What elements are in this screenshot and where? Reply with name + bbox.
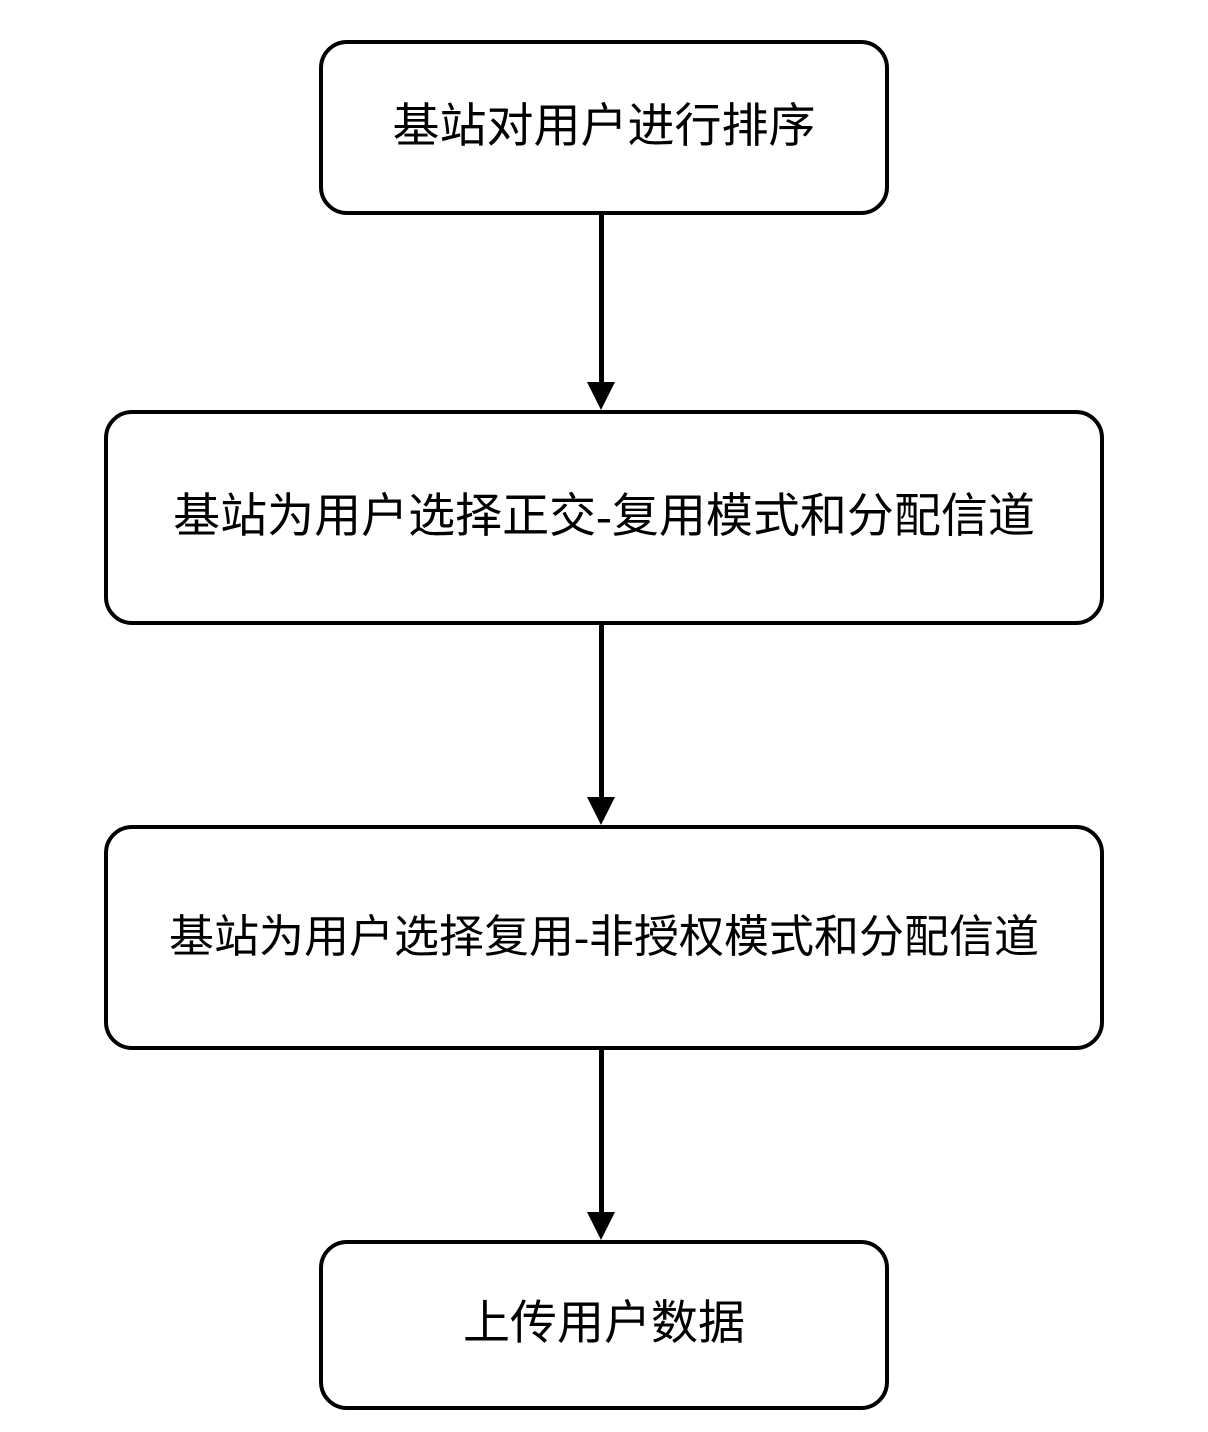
flowchart-node-4: 上传用户数据 [319, 1240, 889, 1410]
arrow-2-line [599, 625, 604, 797]
arrow-1-head [587, 382, 615, 410]
arrow-2-head [587, 797, 615, 825]
arrow-1-line [599, 215, 604, 382]
flowchart-node-3: 基站为用户选择复用-非授权模式和分配信道 [104, 825, 1104, 1050]
flowchart-node-1: 基站对用户进行排序 [319, 40, 889, 215]
flowchart-node-2: 基站为用户选择正交-复用模式和分配信道 [104, 410, 1104, 625]
node-2-label: 基站为用户选择正交-复用模式和分配信道 [173, 487, 1035, 548]
arrow-3-head [587, 1212, 615, 1240]
node-3-label: 基站为用户选择复用-非授权模式和分配信道 [169, 908, 1039, 967]
node-1-label: 基站对用户进行排序 [393, 97, 816, 158]
arrow-3-line [599, 1050, 604, 1212]
node-4-label: 上传用户数据 [463, 1294, 745, 1355]
